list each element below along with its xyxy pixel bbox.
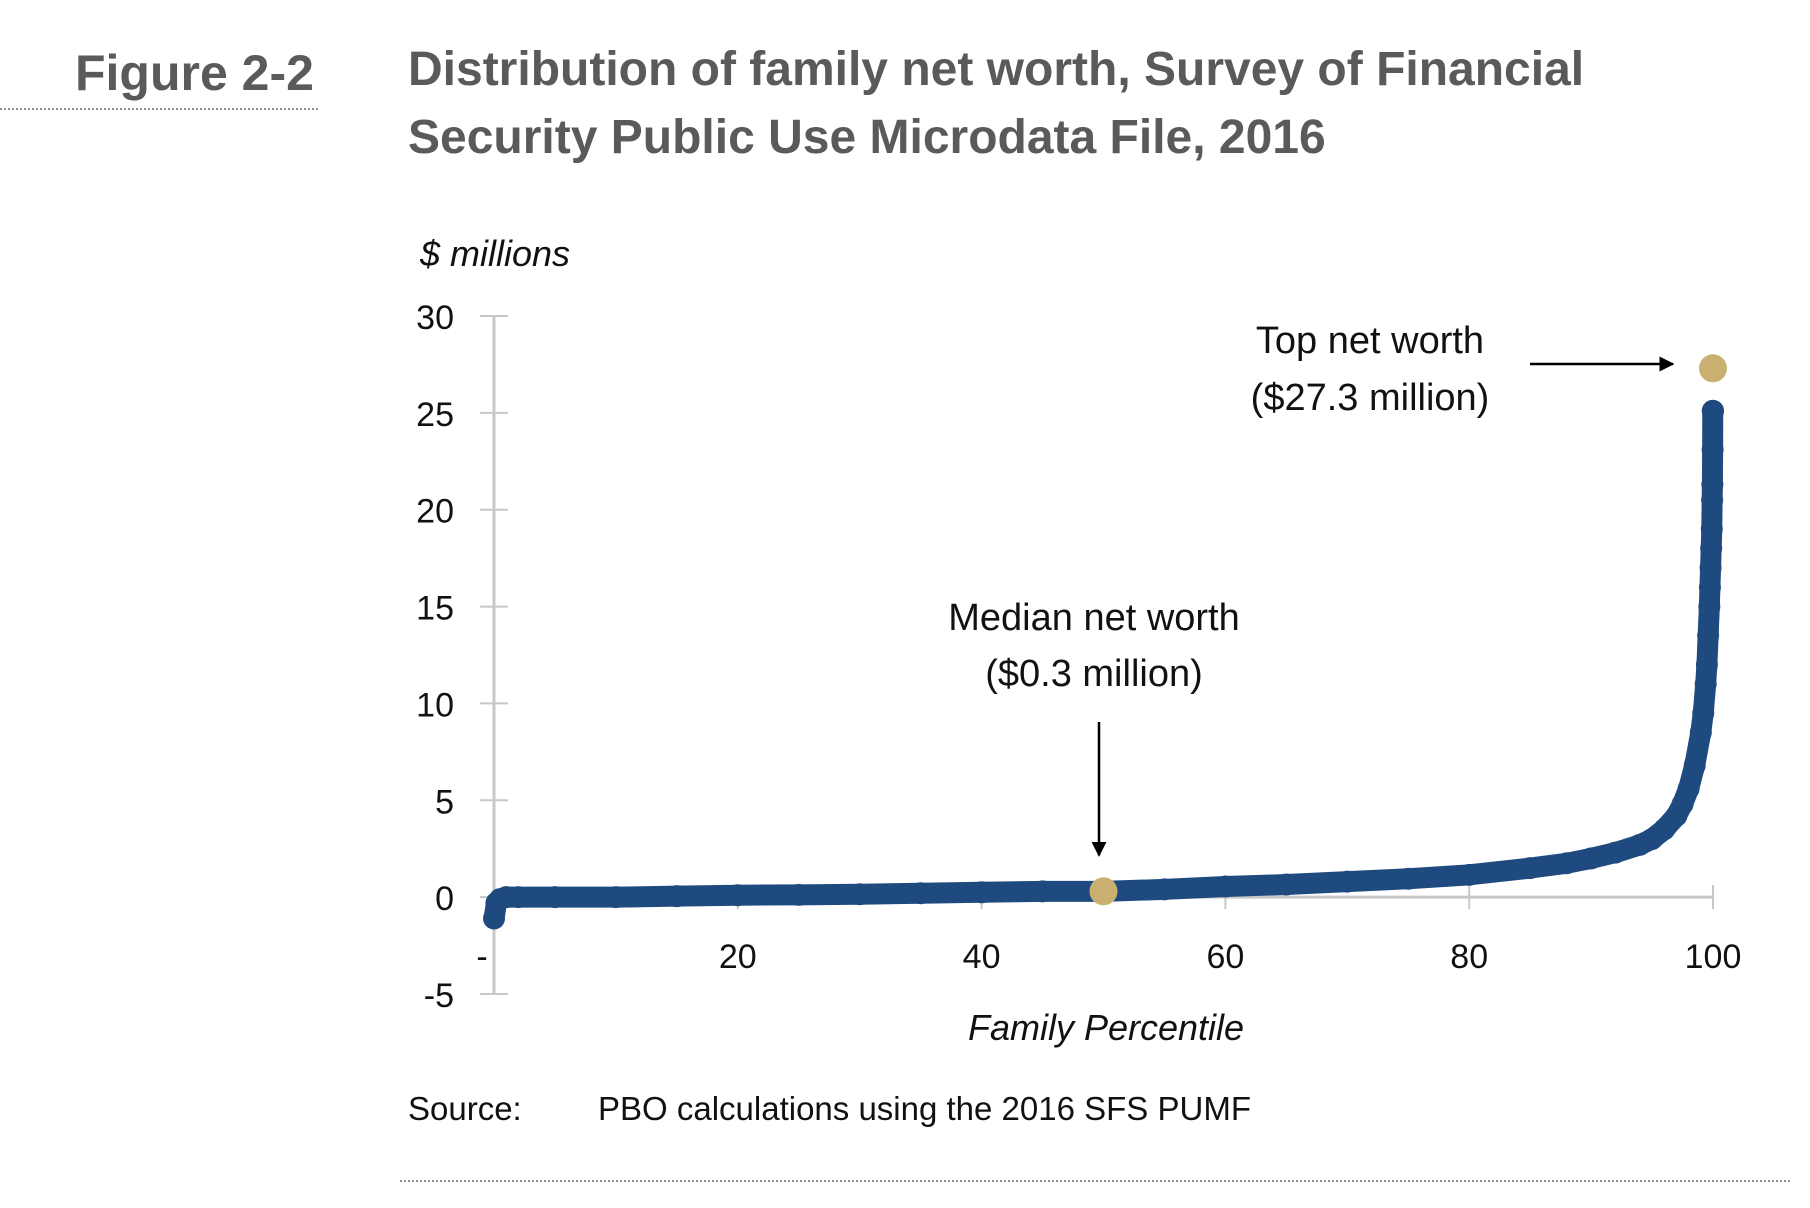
y-tick-label: 15	[416, 590, 454, 628]
x-tick-label: 20	[719, 938, 757, 976]
data-point	[1689, 721, 1712, 744]
x-axis-label: Family Percentile	[968, 1007, 1244, 1048]
data-point	[787, 883, 810, 906]
data-point	[1698, 595, 1721, 618]
data-point	[1214, 875, 1237, 898]
x-tick-label: 60	[1206, 938, 1244, 976]
data-point	[1604, 841, 1627, 864]
data-point	[726, 884, 749, 907]
data-point	[1519, 857, 1542, 880]
data-point	[1275, 873, 1298, 896]
source-text: PBO calculations using the 2016 SFS PUMF	[598, 1090, 1251, 1127]
data-point	[665, 885, 688, 908]
data-point	[1677, 777, 1700, 800]
data-point	[1336, 870, 1359, 893]
y-axis-label: $ millions	[419, 233, 570, 274]
data-points	[483, 354, 1727, 930]
y-tick-label: 25	[416, 396, 454, 434]
data-point	[1692, 702, 1715, 725]
top-annotation-line2: ($27.3 million)	[1251, 377, 1490, 419]
data-point	[1701, 438, 1724, 461]
y-tick-label: 10	[416, 686, 454, 724]
figure-label-rule	[0, 108, 318, 110]
data-point	[1695, 653, 1718, 676]
data-point	[970, 881, 993, 904]
data-point	[1700, 537, 1723, 560]
figure-title: Distribution of family net worth, Survey…	[408, 43, 1585, 164]
data-point	[507, 886, 530, 909]
axes: -5 0 5 10 15 20 25 30 - 20 40 60 80 100	[416, 299, 1741, 1015]
y-tick-label: 20	[416, 493, 454, 531]
median-annotation-line2: ($0.3 million)	[985, 653, 1203, 695]
data-point	[1701, 489, 1724, 512]
data-point	[543, 886, 566, 909]
data-point	[909, 882, 932, 905]
median-annotation-line1: Median net worth	[948, 597, 1240, 639]
median-point	[1089, 877, 1118, 906]
data-point	[1683, 754, 1706, 777]
x-tick-label: 40	[963, 938, 1001, 976]
y-tick-label: 0	[435, 880, 454, 918]
figure-label: Figure 2-2	[75, 45, 314, 101]
data-point	[1153, 878, 1176, 901]
data-point	[1698, 576, 1721, 599]
data-point	[1702, 399, 1724, 422]
x-tick-label: -	[476, 938, 487, 976]
source-label: Source:	[408, 1090, 522, 1127]
data-point	[1700, 518, 1723, 541]
y-tick-label: -5	[424, 977, 454, 1015]
data-point	[1701, 473, 1724, 496]
data-point	[1580, 847, 1603, 870]
x-tick-label: 80	[1450, 938, 1488, 976]
y-tick-label: 30	[416, 299, 454, 337]
data-point	[1458, 863, 1481, 886]
bottom-rule	[400, 1180, 1790, 1182]
data-point	[1397, 867, 1420, 890]
data-point	[848, 883, 871, 906]
data-point	[604, 886, 627, 909]
data-point	[1031, 880, 1054, 903]
y-tick-label: 5	[435, 783, 454, 821]
x-tick-label: 100	[1685, 938, 1742, 976]
top-point	[1699, 354, 1727, 383]
data-point	[1694, 673, 1717, 696]
data-point	[1555, 852, 1578, 875]
annotations: Median net worth ($0.3 million) Top net …	[948, 320, 1675, 857]
data-point	[1697, 624, 1720, 647]
data-point	[1699, 556, 1722, 579]
top-annotation-line1: Top net worth	[1256, 320, 1484, 362]
